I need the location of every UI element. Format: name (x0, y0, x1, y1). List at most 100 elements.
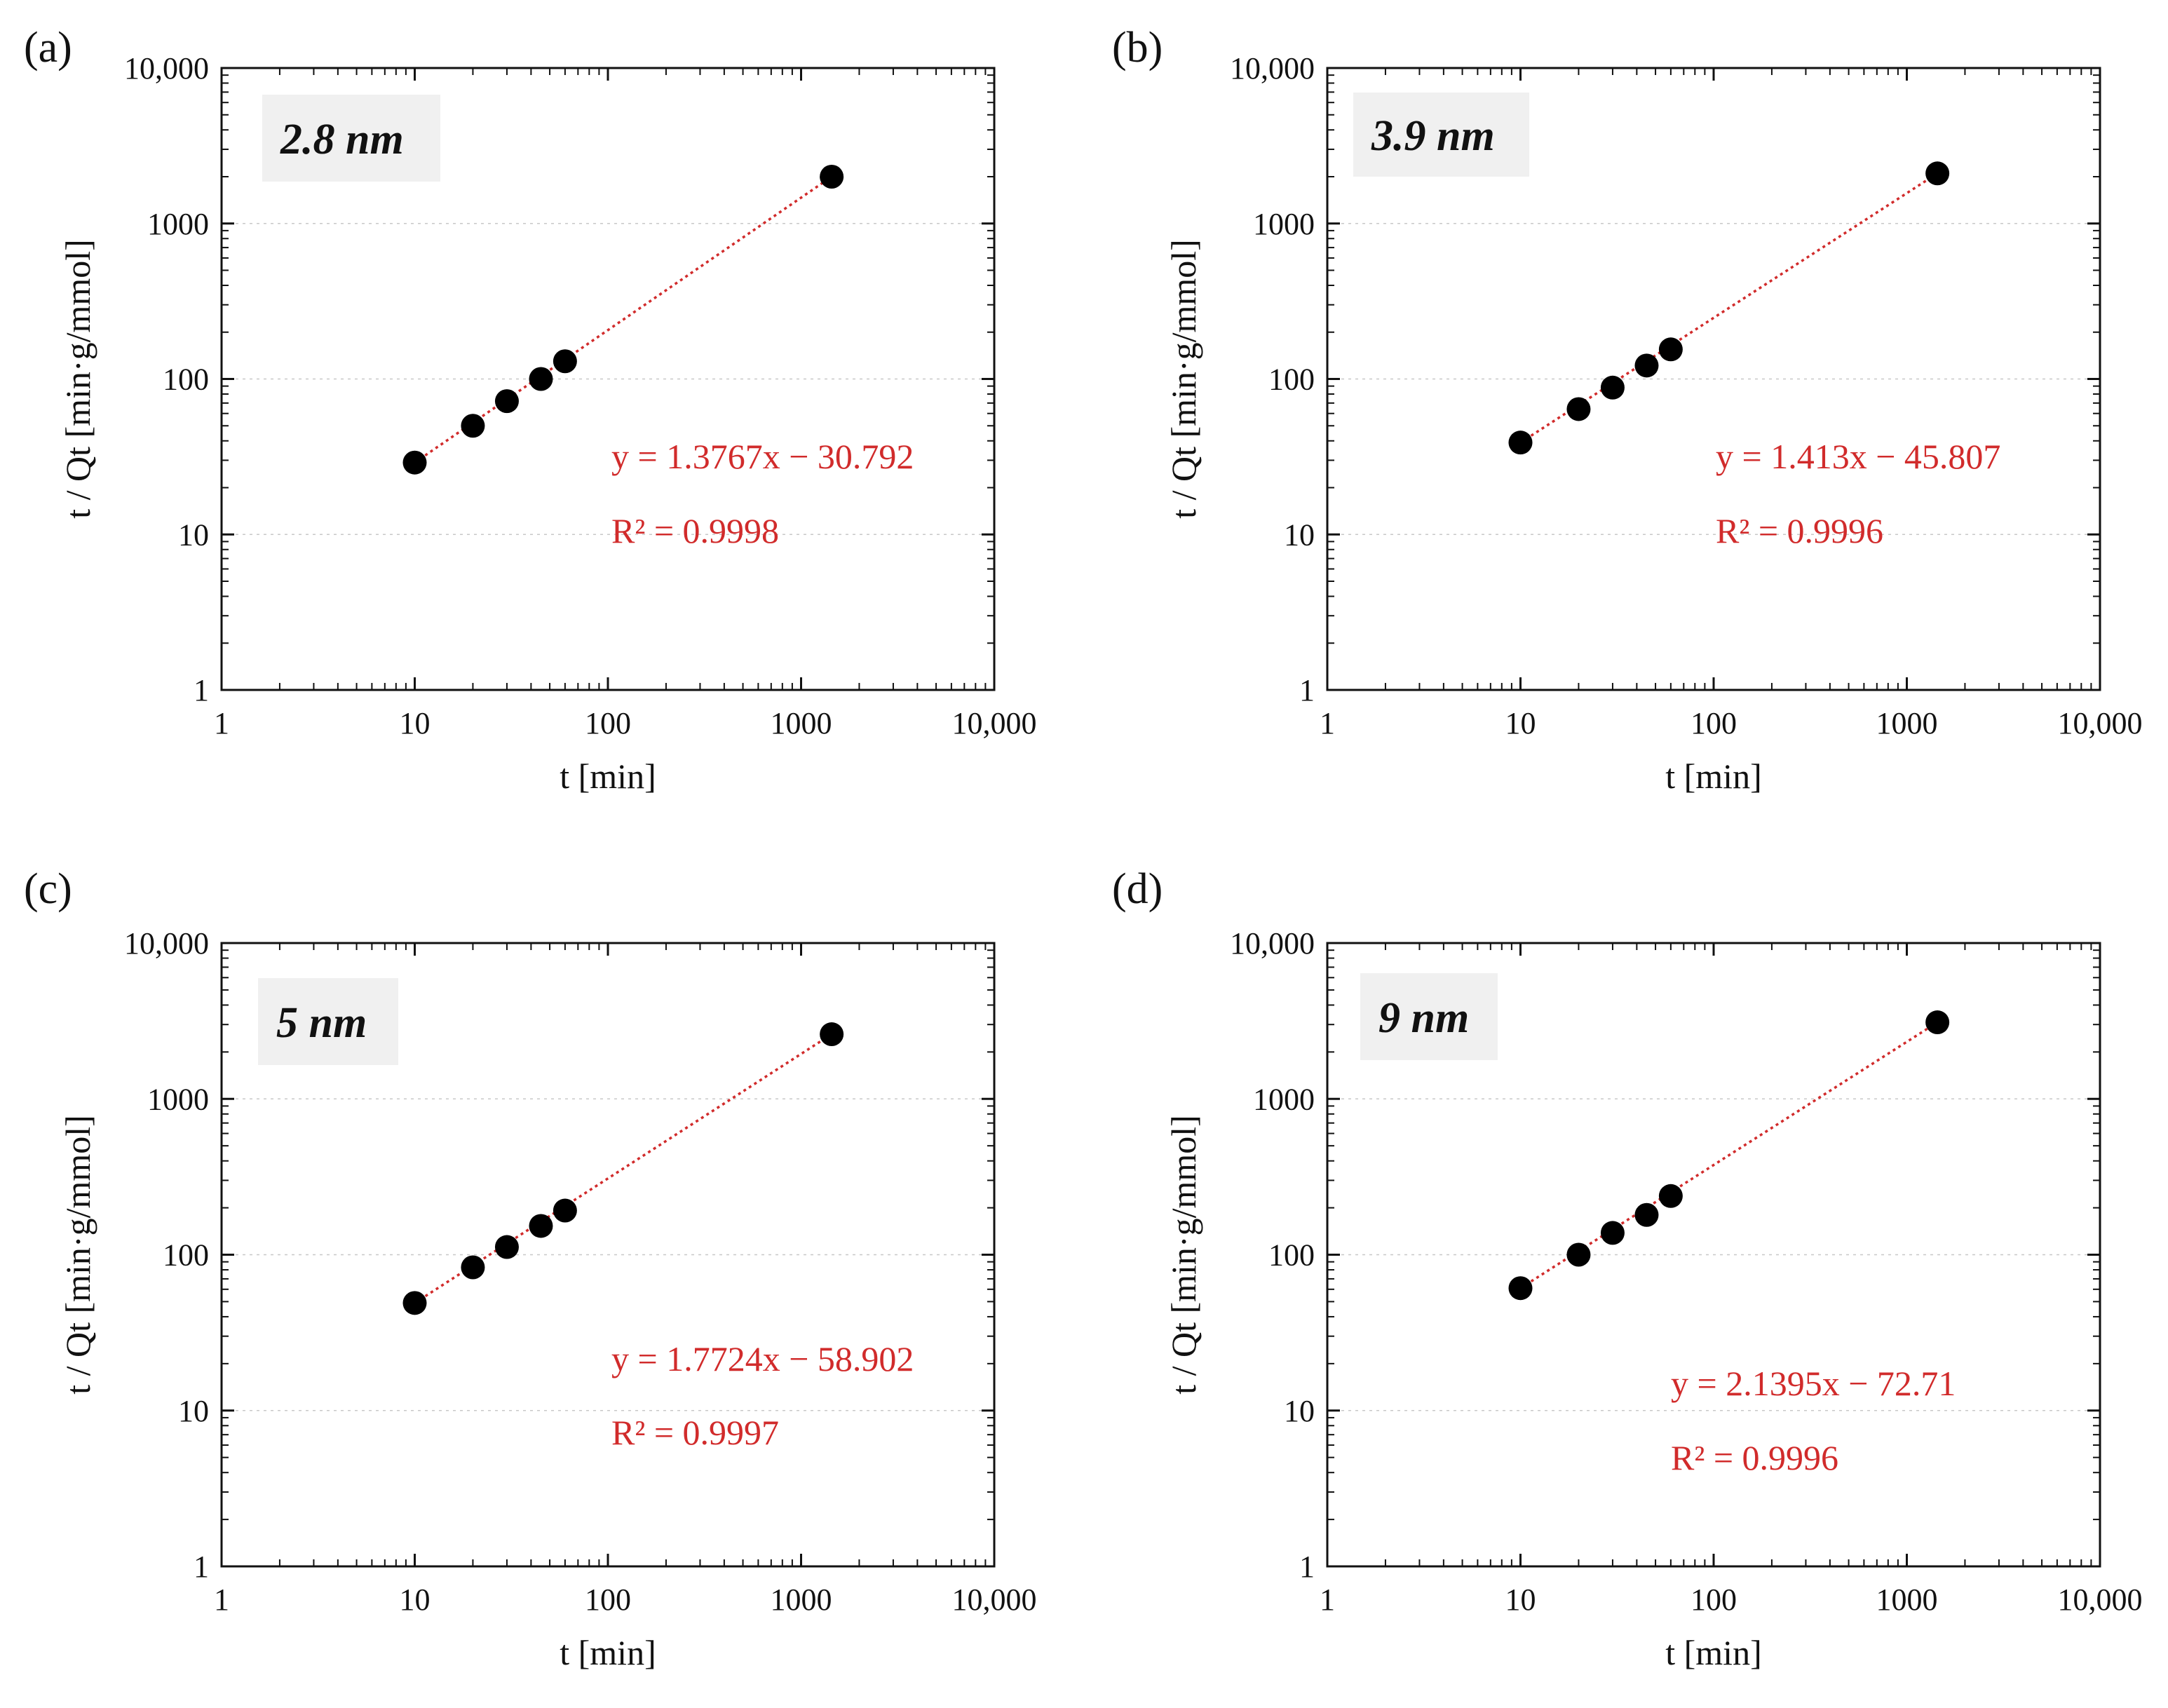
panel-letter: (a) (24, 24, 72, 72)
data-point (1600, 375, 1625, 400)
y-tick-label: 10,000 (1230, 926, 1315, 961)
panel-letter: (b) (1112, 24, 1163, 72)
fit-r-squared: R² = 0.9996 (1671, 1438, 1838, 1477)
data-point (461, 414, 485, 438)
panel-letter: (c) (24, 865, 72, 913)
y-tick-label: 10,000 (124, 51, 209, 86)
y-axis-title: t / Qt [min·g/mmol] (1164, 1115, 1203, 1395)
data-point (1634, 1202, 1659, 1227)
inset-label-box (1353, 93, 1529, 177)
data-point (1566, 1242, 1591, 1267)
fit-line (1519, 172, 1939, 444)
y-tick-label: 1 (1299, 1550, 1315, 1584)
x-tick-label: 10,000 (952, 1582, 1037, 1617)
chart-panel-c: 1 10 100 1000 10,000 1 10 100 1000 10,000 t [min] t… (24, 865, 1037, 1672)
data-point (1658, 1184, 1683, 1208)
inset-label: 9 nm (1378, 994, 1469, 1042)
data-point (820, 1022, 844, 1047)
grid (1327, 1098, 2100, 1411)
x-tick-label: 10,000 (2058, 1582, 2143, 1617)
data-point (1566, 397, 1591, 421)
x-axis-title: t [min] (1665, 1633, 1761, 1672)
x-tick-label: 1 (1320, 706, 1335, 740)
panel-letter: (d) (1112, 865, 1163, 913)
x-tick-label: 10 (400, 1582, 431, 1617)
y-tick-label: 10,000 (124, 926, 209, 961)
axis-ticks (220, 67, 996, 691)
x-tick-label: 1 (214, 1582, 229, 1617)
inset-label: 3.9 nm (1371, 112, 1495, 160)
fit-equation: y = 1.413x − 45.807 (1716, 437, 2000, 476)
y-axis-title: t / Qt [min·g/mmol] (58, 1115, 97, 1395)
x-tick-label: 10 (400, 706, 431, 740)
x-tick-label: 10 (1505, 706, 1536, 740)
y-tick-label: 100 (163, 362, 209, 397)
y-tick-label: 10 (1284, 517, 1315, 552)
data-point (553, 349, 577, 374)
x-tick-label: 10,000 (2058, 706, 2143, 740)
fit-r-squared: R² = 0.9996 (1716, 511, 1883, 550)
data-point (820, 164, 844, 189)
data-point (494, 1235, 519, 1259)
x-axis-title: t [min] (1665, 757, 1761, 796)
y-tick-label: 100 (1268, 362, 1315, 397)
data-point (494, 389, 519, 414)
y-tick-label: 100 (1268, 1238, 1315, 1273)
y-tick-label: 1000 (1253, 1082, 1315, 1116)
chart-panel-b: 1 10 100 1000 10,000 1 10 100 1000 10,000 t [min] t… (1112, 24, 2143, 796)
data-point (529, 367, 553, 391)
y-tick-label: 1 (194, 673, 209, 707)
y-tick-label: 10 (178, 1394, 209, 1428)
chart-panel-d: 1 10 100 1000 10,000 1 10 100 1000 10,000 t [min] t… (1112, 865, 2143, 1672)
axis-ticks (1326, 942, 2101, 1568)
fit-equation: y = 1.3767x − 30.792 (611, 437, 914, 476)
grid (222, 223, 994, 535)
fit-line (414, 1033, 833, 1304)
x-tick-label: 1000 (1876, 706, 1938, 740)
y-tick-label: 10,000 (1230, 51, 1315, 86)
inset-label: 2.8 nm (280, 116, 404, 163)
x-tick-label: 1000 (771, 1582, 832, 1617)
inset-label: 5 nm (276, 999, 367, 1047)
y-tick-label: 10 (178, 517, 209, 552)
y-tick-label: 100 (163, 1238, 209, 1273)
data-point (1600, 1221, 1625, 1245)
x-tick-label: 100 (585, 1582, 631, 1617)
y-tick-label: 1 (1299, 673, 1315, 707)
y-axis-title: t / Qt [min·g/mmol] (1164, 239, 1203, 519)
data-points (1508, 161, 1950, 455)
data-point (1508, 431, 1533, 455)
y-tick-label: 10 (1284, 1394, 1315, 1428)
fit-line (414, 175, 833, 464)
axis-ticks (1326, 67, 2101, 691)
y-tick-label: 1000 (147, 1082, 209, 1116)
data-point (402, 1291, 427, 1315)
fit-equation: y = 1.7724x − 58.902 (611, 1339, 914, 1378)
fit-line (1519, 1021, 1939, 1289)
x-axis-title: t [min] (560, 757, 656, 796)
inset-label-box (1360, 973, 1498, 1060)
fit-r-squared: R² = 0.9998 (611, 511, 779, 550)
data-point (529, 1214, 553, 1238)
data-point (1634, 353, 1659, 378)
x-axis-title: t [min] (560, 1633, 656, 1672)
fit-r-squared: R² = 0.9997 (611, 1413, 779, 1452)
data-point (1925, 161, 1950, 186)
inset-label-box (258, 978, 398, 1065)
grid (222, 1098, 994, 1411)
data-points (402, 1022, 844, 1315)
y-tick-label: 1000 (1253, 207, 1315, 241)
fit-equation: y = 2.1395x − 72.71 (1671, 1364, 1956, 1403)
x-tick-label: 10 (1505, 1582, 1536, 1617)
data-point (461, 1255, 485, 1280)
data-point (553, 1198, 577, 1223)
x-tick-label: 1 (214, 706, 229, 740)
x-tick-label: 1000 (771, 706, 832, 740)
data-points (1508, 1010, 1950, 1301)
chart-panel-a: 1 10 100 1000 10,000 1 10 100 1000 10,000 t [min] t… (24, 24, 1037, 796)
inset-label-box (262, 95, 440, 182)
x-tick-label: 100 (1691, 1582, 1737, 1617)
y-tick-label: 1000 (147, 207, 209, 241)
data-point (1508, 1276, 1533, 1301)
